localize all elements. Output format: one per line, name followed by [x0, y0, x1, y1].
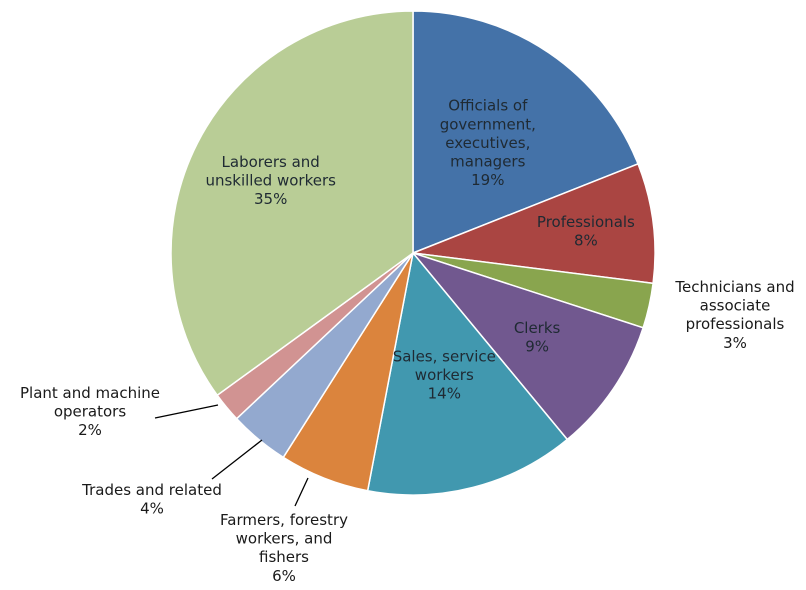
value-label: 35%: [254, 190, 287, 208]
label-farmers-forestry-workers-and-fishers: Farmers, forestry workers, and fishers 6%: [220, 511, 348, 585]
category-label-line: Plant and machine: [20, 384, 160, 402]
slice-laborers-and-unskilled-workers: [170, 10, 414, 397]
category-label-line: Clerks: [514, 319, 561, 337]
category-label-line: Technicians and: [674, 278, 794, 296]
category-label-line: government,: [440, 115, 536, 133]
leader-line-trades-and-related: [211, 439, 263, 480]
slice-sales-service-workers: [366, 251, 569, 496]
category-label-line: Officials of: [448, 97, 528, 115]
category-label-line: Laborers and: [222, 153, 320, 171]
label-trades-and-related: Trades and related 4%: [81, 481, 222, 518]
category-label-line: Sales, service: [393, 347, 496, 365]
value-label: 19%: [471, 171, 504, 189]
value-label: 8%: [574, 232, 598, 250]
category-label-line: workers: [415, 366, 474, 384]
value-label: 4%: [140, 500, 164, 518]
label-sales-service-workers: Sales, service workers 14%: [393, 347, 496, 402]
category-label-line: professionals: [686, 315, 785, 333]
leader-lines: [154, 404, 309, 507]
category-label-line: associate: [700, 297, 771, 315]
category-label-line: managers: [450, 153, 525, 171]
category-label-line: Farmers, forestry: [220, 511, 348, 529]
leader-line-plant-and-machine-operators: [154, 404, 219, 419]
label-laborers-and-unskilled-workers: Laborers and unskilled workers 35%: [205, 153, 336, 208]
category-label-line: Professionals: [537, 213, 635, 231]
value-label: 3%: [723, 334, 747, 352]
category-label-line: executives,: [445, 134, 530, 152]
label-professionals: Professionals 8%: [537, 213, 635, 250]
label-plant-and-machine-operators: Plant and machine operators 2%: [20, 384, 160, 439]
value-label: 9%: [525, 338, 549, 356]
slice-officials-of-government-executives-managers: [412, 10, 639, 255]
value-label: 14%: [428, 385, 461, 403]
label-clerks: Clerks 9%: [514, 319, 561, 356]
slice-professionals: [412, 162, 656, 285]
category-label-line: workers, and: [236, 530, 333, 548]
value-label: 6%: [272, 567, 296, 585]
category-label-line: fishers: [259, 548, 309, 566]
slice-labels: Officials of government, executives, manage…: [20, 97, 795, 585]
leader-line-farmers-forestry-workers-and-fishers: [294, 477, 309, 507]
category-label-line: unskilled workers: [205, 172, 336, 190]
pie-slices: [170, 10, 656, 496]
slice-clerks: [410, 251, 645, 441]
label-officials-of-government-executives-managers: Officials of government, executives, manage…: [440, 97, 536, 189]
category-label-line: Trades and related: [81, 481, 222, 499]
category-label-line: operators: [54, 403, 127, 421]
label-technicians-and-associate-professionals: Technicians and associate professionals 3%: [674, 278, 794, 352]
value-label: 2%: [78, 421, 102, 439]
